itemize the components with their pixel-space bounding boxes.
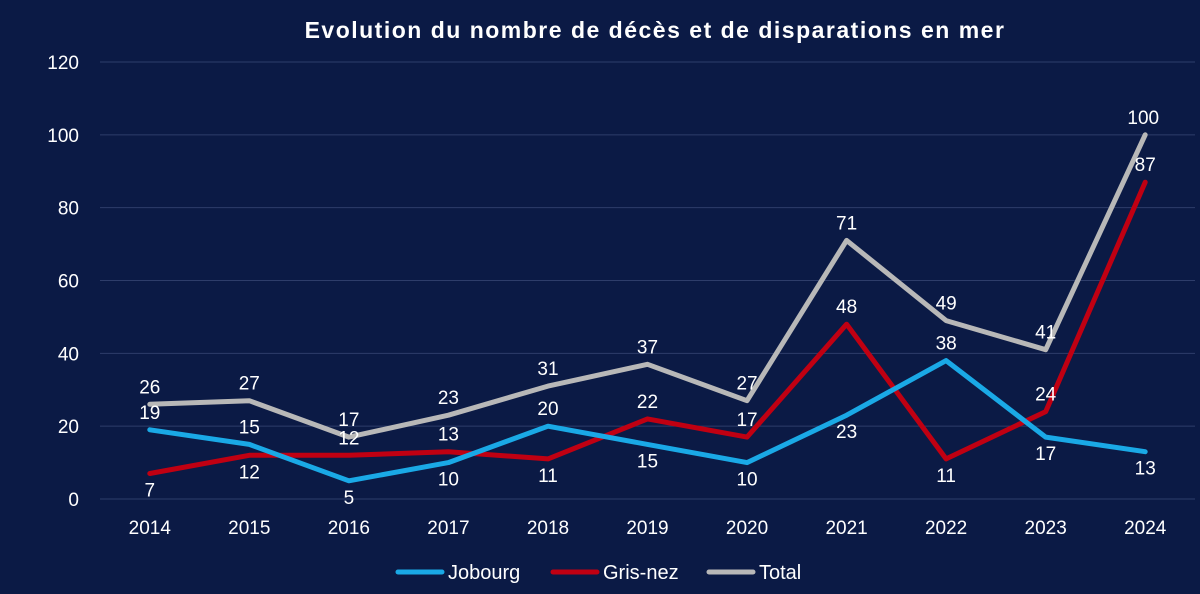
series-line-jobourg <box>147 358 1148 484</box>
data-label: 100 <box>1127 108 1159 129</box>
data-label: 13 <box>1135 459 1156 480</box>
chart-title: Evolution du nombre de décès et de dispa… <box>305 17 1006 43</box>
data-label: 27 <box>239 374 260 395</box>
data-label: 41 <box>1035 323 1056 344</box>
legend-label-total: Total <box>759 562 801 584</box>
data-label: 37 <box>637 337 658 358</box>
x-tick-label: 2020 <box>726 518 768 539</box>
x-tick-label: 2016 <box>328 518 370 539</box>
y-tick-label: 0 <box>68 490 79 511</box>
data-label: 27 <box>736 374 757 395</box>
data-label: 11 <box>538 466 558 487</box>
x-tick-label: 2018 <box>527 518 569 539</box>
y-tick-label: 80 <box>58 199 79 220</box>
data-label: 12 <box>338 428 359 449</box>
legend: Jobourg Gris-nez Total <box>395 562 801 584</box>
x-tick-label: 2022 <box>925 518 967 539</box>
x-axis-ticks: 2014 2015 2016 2017 2018 2019 2020 2021 2022 2023… <box>129 518 1167 539</box>
data-label: 13 <box>438 425 459 446</box>
series-line-gris-nez <box>147 179 1148 476</box>
data-label: 17 <box>1035 444 1056 465</box>
y-tick-label: 120 <box>47 53 79 74</box>
x-tick-label: 2015 <box>228 518 270 539</box>
series-lines <box>147 132 1148 484</box>
data-label: 10 <box>736 470 757 491</box>
data-label: 15 <box>239 417 260 438</box>
data-label: 20 <box>537 399 558 420</box>
x-tick-label: 2021 <box>825 518 867 539</box>
data-label: 48 <box>836 297 857 318</box>
x-tick-label: 2024 <box>1124 518 1167 539</box>
grid <box>100 61 1195 500</box>
data-label: 22 <box>637 392 658 413</box>
data-label: 38 <box>936 334 957 355</box>
data-label: 26 <box>139 377 160 398</box>
data-labels: 19 15 5 10 20 15 10 23 38 17 13 7 12 12 13 11 22 17 48 11 24… <box>139 108 1159 509</box>
data-label: 31 <box>537 359 558 380</box>
data-label: 23 <box>836 422 857 443</box>
data-label: 71 <box>836 213 857 234</box>
data-label: 23 <box>438 388 459 409</box>
x-tick-label: 2017 <box>427 518 469 539</box>
data-label: 49 <box>936 294 957 315</box>
data-label: 17 <box>736 410 757 431</box>
y-axis-ticks: 0 20 40 60 80 100 120 <box>47 53 79 511</box>
data-label: 17 <box>338 410 359 431</box>
x-tick-label: 2023 <box>1025 518 1067 539</box>
y-tick-label: 60 <box>58 272 79 293</box>
legend-label-jobourg: Jobourg <box>448 562 520 584</box>
data-label: 15 <box>637 451 658 472</box>
data-label: 12 <box>239 462 260 483</box>
data-label: 11 <box>936 466 956 487</box>
legend-label-gris-nez: Gris-nez <box>603 562 679 584</box>
data-label: 10 <box>438 470 459 491</box>
y-tick-label: 40 <box>58 344 79 365</box>
y-tick-label: 100 <box>47 126 79 147</box>
series-line-total <box>147 132 1148 440</box>
data-label: 7 <box>144 481 155 502</box>
x-tick-label: 2019 <box>626 518 668 539</box>
data-label: 87 <box>1135 155 1156 176</box>
x-tick-label: 2014 <box>129 518 172 539</box>
data-label: 5 <box>344 488 355 509</box>
data-label: 24 <box>1035 385 1057 406</box>
data-label: 19 <box>139 403 160 424</box>
y-tick-label: 20 <box>58 417 79 438</box>
